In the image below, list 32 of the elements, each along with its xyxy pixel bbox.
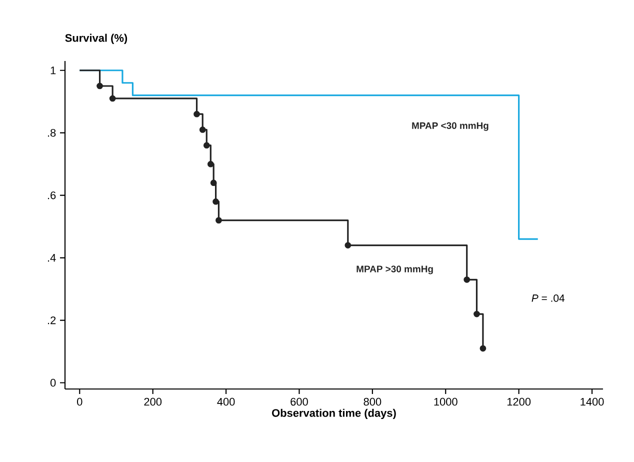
y-tick-label: 1 xyxy=(50,66,56,74)
point xyxy=(203,142,210,149)
point xyxy=(464,276,470,283)
x-tick-label: 0 xyxy=(77,398,82,406)
x-tick-label: 800 xyxy=(364,398,382,406)
y-axis-title: Survival (%) xyxy=(65,34,128,44)
point xyxy=(474,310,480,318)
point xyxy=(109,95,116,102)
point xyxy=(212,198,219,205)
x-axis-title: Observation time (days) xyxy=(272,408,396,420)
point xyxy=(207,160,214,168)
y-tick-label: .6 xyxy=(48,191,56,200)
point xyxy=(210,180,217,186)
y-tick-label: .8 xyxy=(48,128,56,137)
point xyxy=(199,126,206,133)
x-tick-label: 1200 xyxy=(507,398,531,406)
point xyxy=(480,345,486,352)
point xyxy=(216,217,222,224)
text: MPAP >30 mmHg xyxy=(356,266,433,274)
x-tick-label: 200 xyxy=(144,398,162,406)
point xyxy=(96,82,103,90)
text: MPAP <30 mmHg xyxy=(412,122,488,131)
y-tick-label: 0 xyxy=(50,378,56,387)
x-tick-label: 400 xyxy=(217,398,235,406)
point xyxy=(194,110,200,118)
point xyxy=(344,242,352,248)
x-tick-label: 1400 xyxy=(580,398,604,406)
x-tick-label: 1000 xyxy=(434,398,458,406)
y-tick-label: .4 xyxy=(48,254,56,262)
annotation: P = .04 xyxy=(532,294,565,302)
y-tick-label: .2 xyxy=(48,316,56,324)
x-tick-label: 600 xyxy=(290,398,308,406)
